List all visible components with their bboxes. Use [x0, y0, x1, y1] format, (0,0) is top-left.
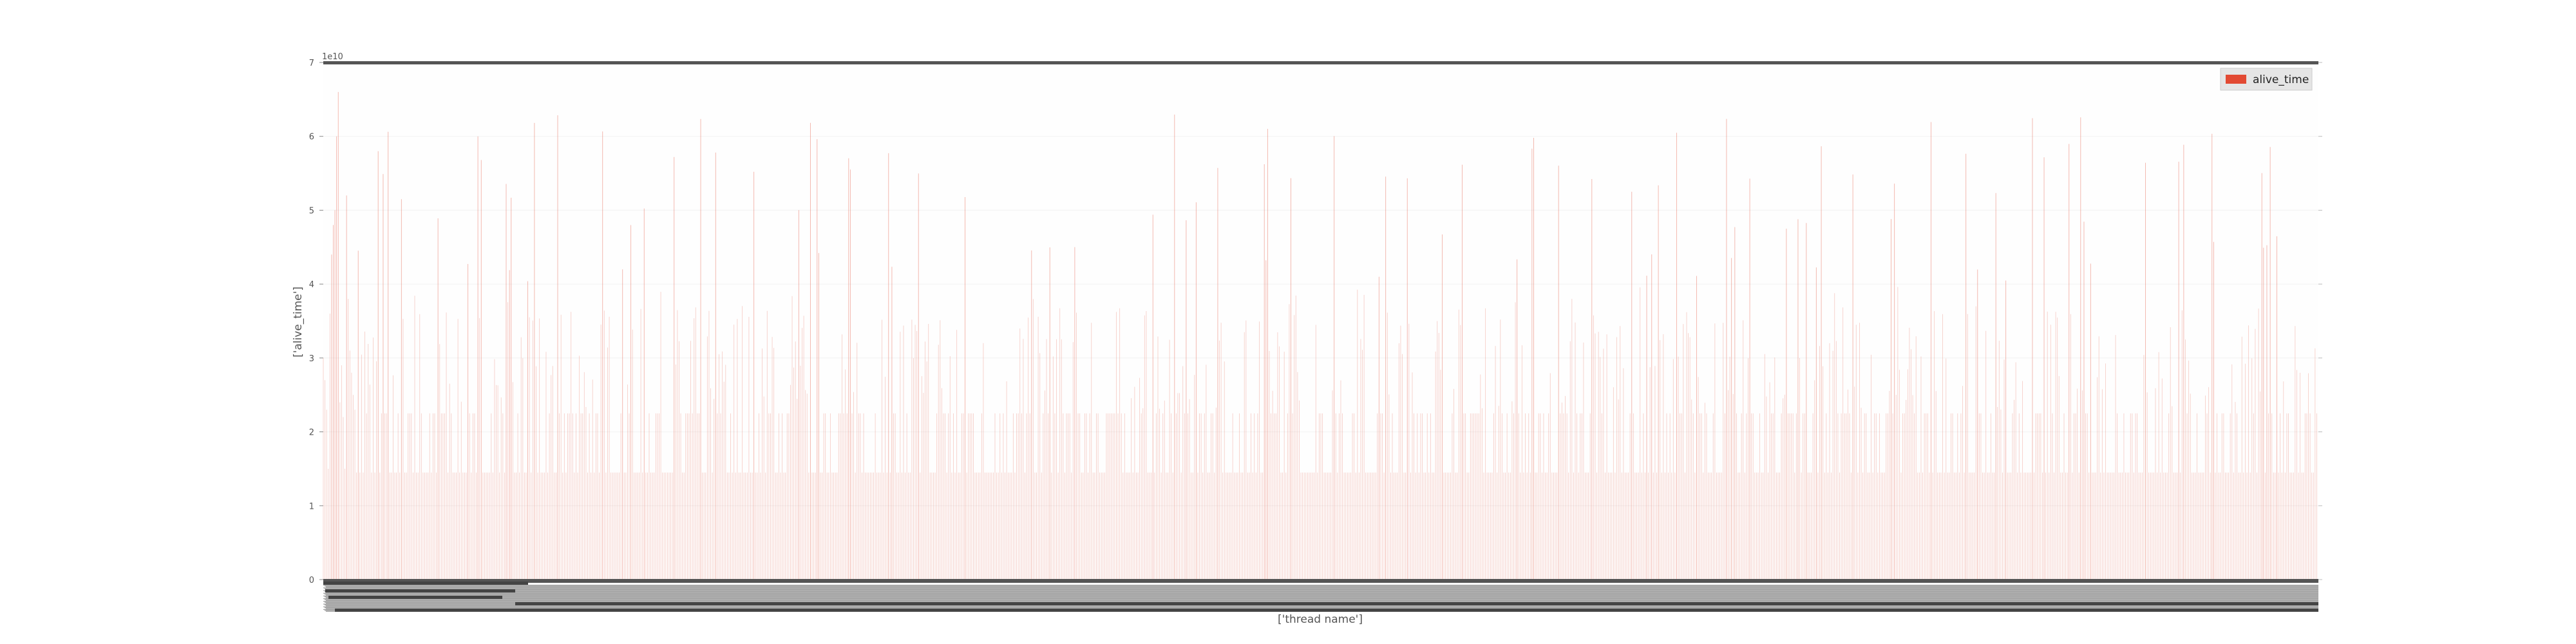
- y-tick-label: 2: [309, 428, 314, 438]
- y-tick-label: 7: [309, 59, 314, 68]
- x-tick-label-band: [323, 590, 2318, 591]
- x-tick-label-band: [325, 607, 2318, 609]
- legend: alive_time: [2220, 68, 2313, 91]
- x-axis-title: ['thread name']: [1278, 613, 1363, 626]
- x-axis-baseline: [323, 579, 2318, 583]
- x-tick-label-band: [323, 592, 2318, 594]
- y-tick-label: 6: [309, 133, 314, 142]
- x-tick-label-band: [326, 600, 2318, 601]
- x-tick-label-band: [323, 587, 2318, 589]
- y-tick-label: 0: [309, 576, 314, 585]
- y-offset-label: 1e10: [322, 52, 343, 62]
- top-spine: [323, 61, 2318, 64]
- x-tick-label-band: [326, 605, 2318, 607]
- x-tick-label-band: [325, 599, 2318, 600]
- y-tick-label: 1: [309, 502, 314, 511]
- x-tick-label-band: [515, 602, 2318, 605]
- y-tick-label: 3: [309, 354, 314, 364]
- x-tick-label-band: [335, 609, 2318, 612]
- plot-background: [323, 62, 2318, 580]
- x-tick-label-band: [325, 591, 2318, 592]
- y-axis-ticks: 0 1 2 3 4 5 6 7: [309, 59, 2322, 585]
- x-tick-label-band: [326, 589, 2318, 591]
- x-tick-label-band: [325, 596, 2318, 598]
- x-tick-label-band: [325, 585, 2318, 587]
- x-tick-label-band: [323, 582, 528, 585]
- y-axis-title: ['alive_time']: [292, 287, 305, 357]
- y-tick-label: 4: [309, 280, 314, 290]
- x-tick-label-band: [326, 594, 2318, 596]
- legend-swatch: [2226, 75, 2246, 84]
- x-axis-ticks: [323, 579, 2318, 612]
- bars: [323, 91, 2317, 580]
- x-tick-label-band: [328, 596, 502, 599]
- x-tick-label-band: [325, 589, 515, 592]
- y-tick-label: 5: [309, 206, 314, 216]
- legend-label: alive_time: [2253, 73, 2309, 86]
- x-tick-label-band: [323, 598, 2318, 600]
